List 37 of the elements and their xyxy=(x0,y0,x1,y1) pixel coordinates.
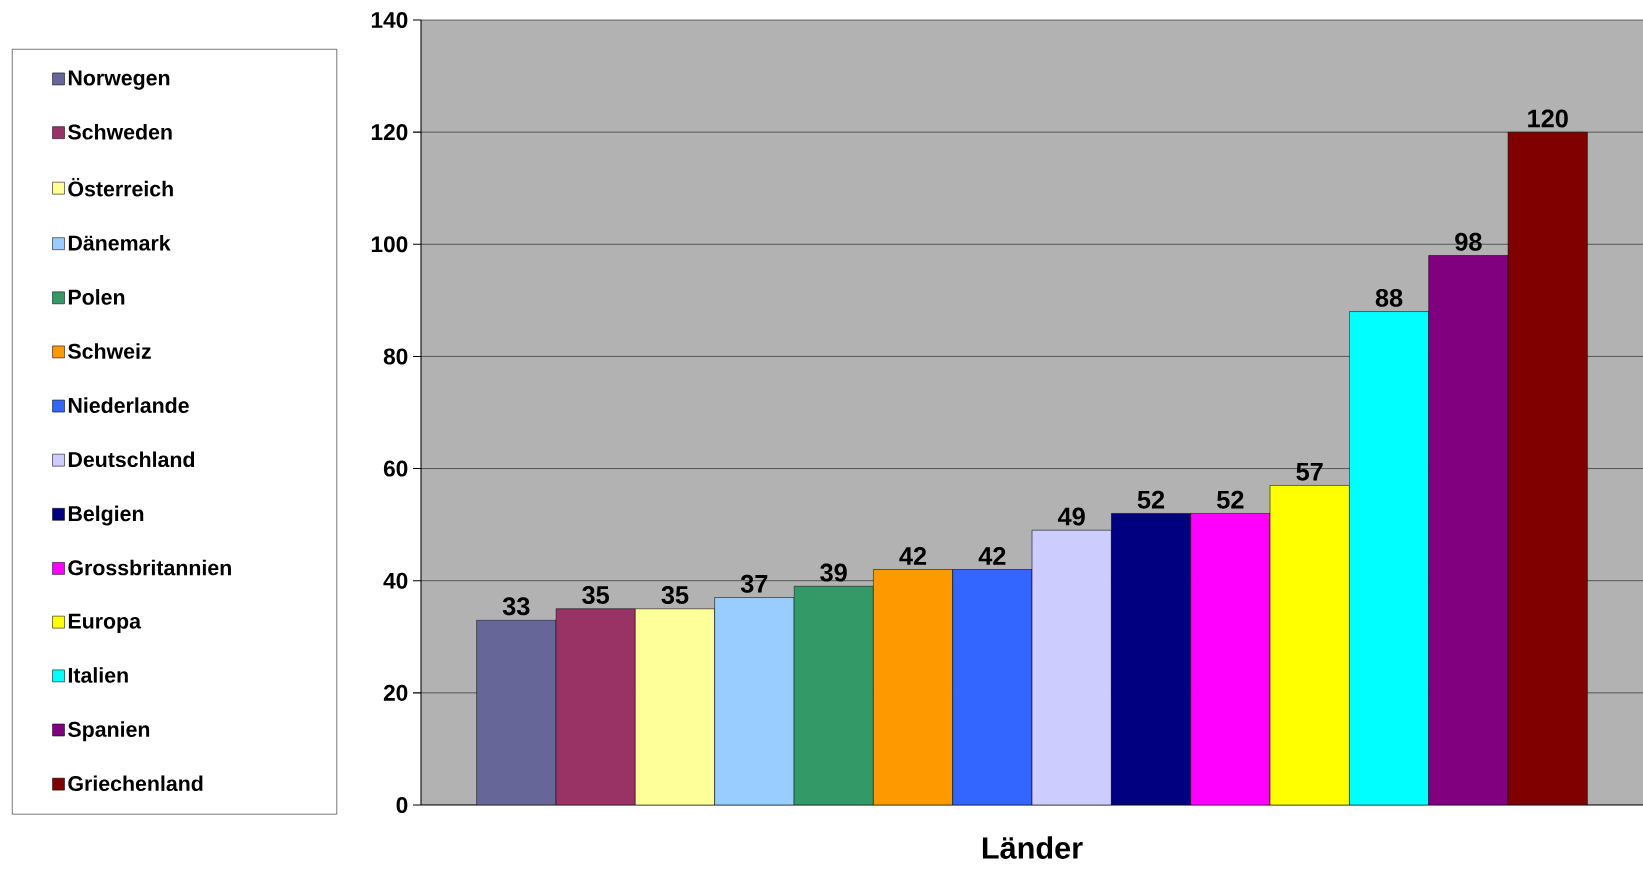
data-label: 39 xyxy=(820,563,847,582)
y-tick-label: 40 xyxy=(383,572,408,589)
legend-label: Italien xyxy=(68,667,128,683)
legend-label: Schweden xyxy=(68,123,172,140)
y-tick-label: 20 xyxy=(383,684,408,701)
legend-label: Schweiz xyxy=(68,343,151,359)
y-tick-label: 80 xyxy=(383,348,408,365)
data-label: 88 xyxy=(1375,288,1403,307)
data-label: 35 xyxy=(582,586,609,605)
legend-label: Griechenland xyxy=(68,775,203,792)
data-label: 49 xyxy=(1057,507,1085,526)
legend-label: Grossbritannien xyxy=(68,559,231,576)
y-tick-label: 100 xyxy=(371,236,408,253)
legend-label: Spanien xyxy=(68,721,150,742)
data-label: 33 xyxy=(502,597,530,616)
legend-label: Dänemark xyxy=(68,234,171,251)
data-label: 98 xyxy=(1455,232,1482,251)
legend-label: Niederlande xyxy=(68,397,189,413)
data-label: 37 xyxy=(740,574,768,593)
legend-label: Polen xyxy=(68,289,125,305)
data-label: 52 xyxy=(1217,490,1244,509)
legend-label: Österreich xyxy=(68,178,173,197)
data-label: 42 xyxy=(899,547,927,565)
data-label: 42 xyxy=(978,547,1006,565)
data-label: 120 xyxy=(1528,109,1568,128)
data-label: 57 xyxy=(1296,463,1323,481)
y-tick-label: 120 xyxy=(371,124,408,141)
y-tick-label: 140 xyxy=(371,11,408,29)
legend-label: Deutschland xyxy=(68,451,195,468)
legend-label: Europa xyxy=(68,613,142,633)
legend-label: Belgien xyxy=(68,505,144,526)
legend-label: Norwegen xyxy=(68,70,170,90)
data-label: 52 xyxy=(1137,490,1165,509)
y-tick-label: 0 xyxy=(396,796,408,814)
x-axis-title: Länder xyxy=(982,836,1083,859)
y-tick-label: 60 xyxy=(383,460,408,477)
data-label: 35 xyxy=(661,586,689,605)
